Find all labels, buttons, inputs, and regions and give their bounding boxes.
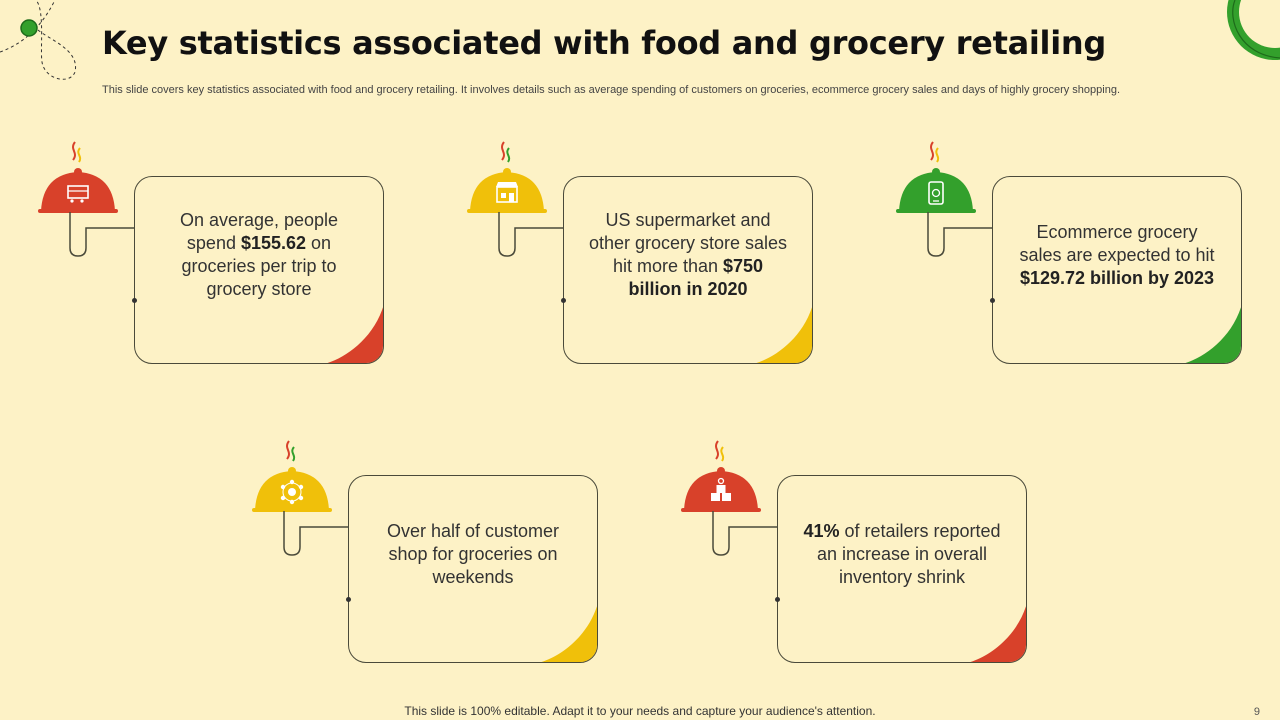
card-dot: [774, 597, 780, 602]
card-connector: [498, 212, 563, 257]
card-dot: [345, 597, 351, 602]
page-subtitle: This slide covers key statistics associa…: [102, 84, 1120, 96]
stat-text: Ecommerce grocery sales are expected to …: [1015, 177, 1219, 363]
card-dot: [560, 298, 566, 303]
stat-text-part: On average, people spend: [179, 210, 339, 253]
storefront-icon: [467, 141, 547, 213]
stat-card: 41% of retailers reported an increase in…: [777, 475, 1027, 663]
card-connector: [283, 511, 348, 556]
card-connector: [69, 212, 134, 257]
stat-text-part: on groceries per trip to grocery store: [181, 233, 337, 299]
stat-card: US supermarket and other grocery store s…: [563, 176, 813, 364]
mobile-shopping-icon: [896, 141, 976, 213]
grocery-shop-cart-icon: [38, 141, 118, 213]
stat-text-part: Over half of customer shop for groceries…: [386, 520, 560, 587]
card-connector: [712, 511, 777, 556]
card-dot: [131, 298, 137, 303]
stat-text: Over half of customer shop for groceries…: [371, 476, 575, 662]
stat-highlight: $129.72 billion by 2023: [1019, 267, 1215, 288]
inventory-boxes-icon: [681, 440, 761, 512]
stat-highlight: $750 billion in 2020: [628, 256, 764, 299]
card-connector: [927, 212, 992, 257]
stat-text-part: US supermarket and other grocery store s…: [588, 210, 788, 276]
stat-text: 41% of retailers reported an increase in…: [800, 476, 1004, 662]
customer-network-icon: [252, 440, 332, 512]
card-dot: [989, 298, 995, 303]
footer-note: This slide is 100% editable. Adapt it to…: [404, 704, 876, 718]
stat-highlight: 41%: [803, 520, 840, 541]
card-corner-accent: [541, 605, 597, 662]
stat-text-part: of retailers reported an increase in ove…: [816, 520, 1001, 587]
top-left-decoration: [0, 0, 76, 80]
card-corner-accent: [970, 605, 1026, 662]
page-title: Key statistics associated with food and …: [102, 24, 1106, 62]
stat-card: Ecommerce grocery sales are expected to …: [992, 176, 1242, 364]
page-number: 9: [1253, 706, 1260, 718]
stat-text-part: Ecommerce grocery sales are expected to …: [1019, 221, 1215, 265]
stat-text: On average, people spend $155.62 on groc…: [157, 177, 361, 363]
stat-text: US supermarket and other grocery store s…: [586, 177, 790, 363]
stat-highlight: $155.62: [240, 233, 307, 253]
card-corner-accent: [327, 306, 383, 363]
card-corner-accent: [1185, 306, 1241, 363]
stat-card: Over half of customer shop for groceries…: [348, 475, 598, 663]
card-corner-accent: [756, 306, 812, 363]
top-right-decoration: [1227, 0, 1280, 60]
stat-card: On average, people spend $155.62 on groc…: [134, 176, 384, 364]
